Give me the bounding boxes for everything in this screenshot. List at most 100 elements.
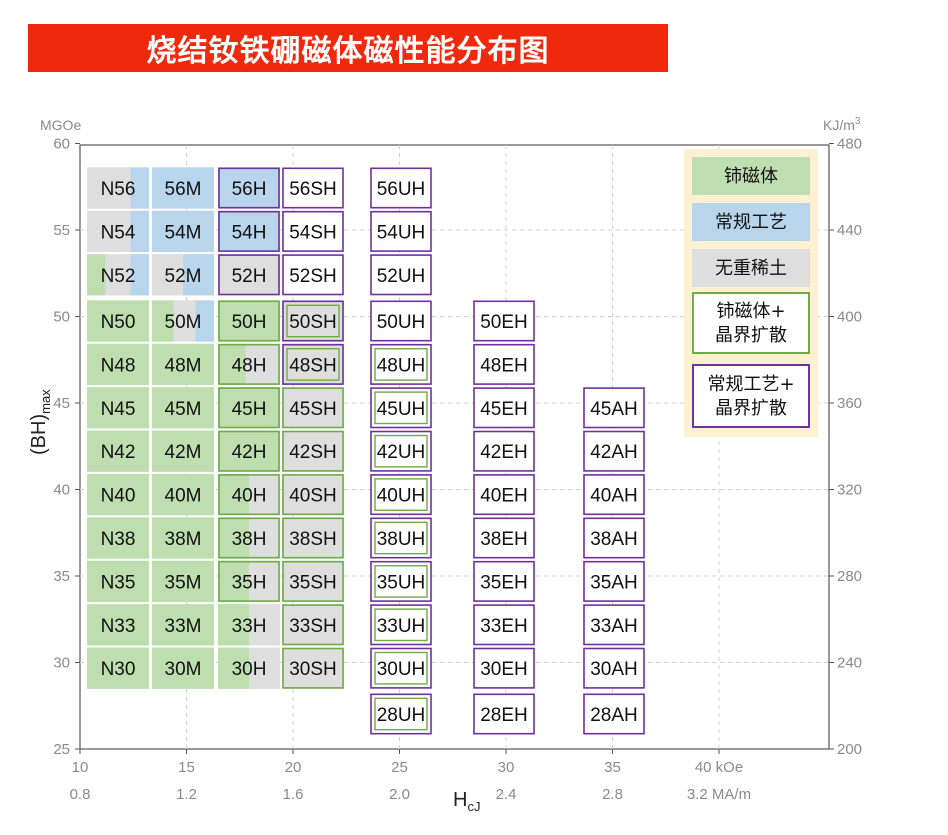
grade-label: 33SH: [289, 616, 337, 637]
grade-cell-fill: [130, 210, 149, 253]
grade-label: 50M: [165, 312, 202, 333]
legend-swatch: [692, 364, 810, 428]
grade-label: 50EH: [480, 312, 528, 333]
grade-cell-border: [370, 560, 432, 602]
grade-label: 30M: [165, 659, 202, 680]
grade-cell-border: [583, 430, 645, 472]
grade-cell-fill: [87, 560, 149, 603]
grade-label: N38: [101, 529, 136, 550]
y-tick-label-right: 360: [837, 395, 862, 412]
grade-cell-border: [370, 254, 432, 296]
grade-label: 30UH: [377, 659, 426, 680]
grade-cell-border: [282, 300, 344, 342]
grade-label: 52H: [232, 266, 267, 287]
grade-label: 48SH: [289, 355, 337, 376]
grade-cell-border: [583, 387, 645, 429]
x-tick-label-koe: 30: [498, 759, 515, 776]
grade-label: 40SH: [289, 486, 337, 507]
grade-label: 28EH: [480, 705, 528, 726]
grade-cell-fill: [282, 517, 344, 559]
grade-cell-border: [370, 387, 432, 429]
grade-label: N30: [101, 659, 136, 680]
grade-cell-border: [473, 300, 535, 342]
grade-cell-border: [583, 560, 645, 602]
grade-cell-border: [473, 387, 535, 429]
grade-cell-fill: [152, 517, 214, 559]
grade-cell-inner-border: [374, 521, 428, 555]
title-banner: 烧结钕铁硼磁体磁性能分布图: [28, 24, 668, 72]
grade-cell-inner-border: [374, 478, 428, 511]
grade-cell-border: [282, 210, 344, 252]
grade-cell-fill: [152, 254, 183, 296]
grade-cell-fill: [282, 387, 344, 429]
grade-cell-fill: [152, 300, 174, 342]
grade-cell-fill: [152, 343, 214, 386]
x-tick-label-koe: 10: [72, 759, 89, 776]
grade-cell-border: [282, 254, 344, 296]
grade-label: N42: [101, 442, 136, 463]
grade-cell-border: [583, 517, 645, 559]
grade-label: 52UH: [377, 266, 426, 287]
grade-label: N50: [101, 312, 136, 333]
grade-cell-fill: [218, 343, 246, 386]
x-axis-title: HcJ: [453, 789, 480, 814]
y-right-unit: KJ/m3: [823, 116, 861, 133]
legend-label: 常规工艺+晶界扩散: [707, 374, 794, 419]
grade-cell-border: [370, 604, 432, 646]
grade-label: 33UH: [377, 616, 426, 637]
grade-cell-border: [218, 254, 280, 296]
grade-cell-border: [218, 343, 280, 385]
grade-label: 56SH: [289, 179, 337, 200]
grade-label: 33AH: [590, 616, 638, 637]
grade-label: 54UH: [377, 222, 426, 243]
grade-label: 28UH: [377, 705, 426, 726]
grade-label: 38UH: [377, 529, 426, 550]
grade-cell-fill: [152, 430, 214, 472]
grade-cell-fill: [87, 167, 131, 209]
grade-cell-border: [583, 604, 645, 646]
grade-cell-fill: [218, 254, 280, 296]
grade-cell-border: [370, 517, 432, 559]
grade-label: 42M: [165, 442, 202, 463]
grade-cell-inner-border: [286, 348, 340, 381]
y-tick-label-right: 200: [837, 741, 862, 758]
grade-cell-fill: [152, 604, 214, 646]
grade-cell-border: [473, 343, 535, 385]
grade-label: 42AH: [590, 442, 638, 463]
y-tick-label-left: 35: [53, 568, 70, 585]
grade-cell-fill: [218, 387, 280, 429]
grade-label: 45AH: [590, 399, 638, 420]
grade-cell-border: [370, 693, 432, 735]
grade-label: 48M: [165, 355, 202, 376]
grade-cell-fill: [282, 604, 344, 646]
grade-label: 30EH: [480, 659, 528, 680]
grade-cell-fill: [218, 430, 280, 472]
grade-label: 35EH: [480, 572, 528, 593]
grade-cell-border: [218, 300, 280, 342]
x-tick-label-koe: 40 kOe: [695, 759, 743, 776]
y-tick-label-right: 480: [837, 136, 862, 153]
x-tick-label-koe: 15: [178, 759, 195, 776]
grade-cell-fill: [130, 167, 149, 209]
grade-label: N40: [101, 486, 136, 507]
grade-label: 38EH: [480, 529, 528, 550]
grade-cell-border: [583, 474, 645, 516]
x-tick-label-ma: 1.6: [283, 786, 304, 803]
grade-label: 30AH: [590, 659, 638, 680]
grade-cell-inner-border: [286, 304, 340, 338]
grade-cell-fill: [152, 167, 214, 209]
grade-label: 45SH: [289, 399, 337, 420]
grade-cell-border: [473, 560, 535, 602]
grade-cell-border: [282, 517, 344, 559]
grade-cell-fill: [152, 560, 214, 603]
grade-cell-border: [473, 430, 535, 472]
grade-cell-inner-border: [374, 391, 428, 425]
grade-cell-inner-border: [374, 565, 428, 598]
grade-cell-fill: [218, 604, 249, 646]
grade-cell-border: [282, 474, 344, 516]
grade-cell-border: [218, 474, 280, 516]
grade-label: 40M: [165, 486, 202, 507]
grade-cell-border: [370, 647, 432, 689]
grade-cell-border: [282, 343, 344, 385]
